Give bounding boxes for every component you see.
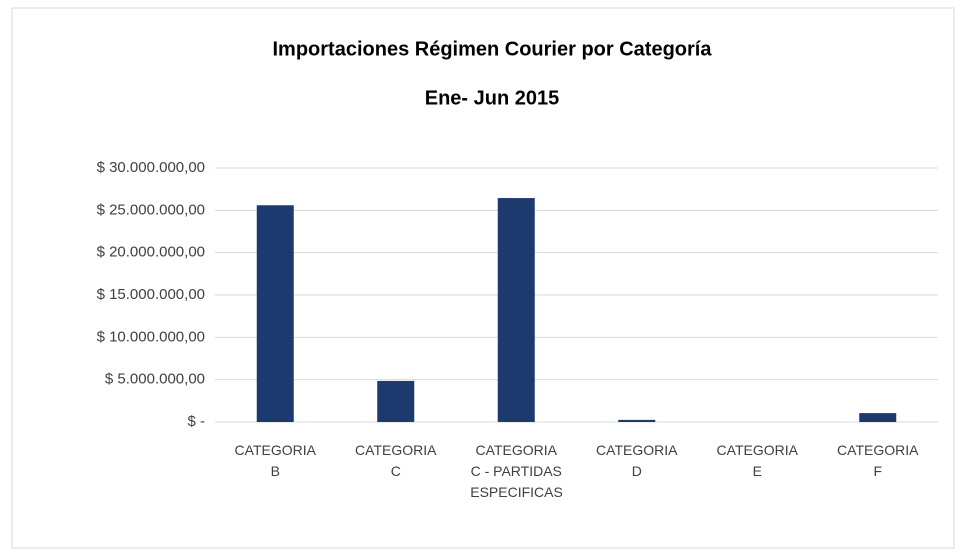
bar <box>497 198 535 422</box>
y-tick-label: $ 30.000.000,00 <box>97 159 205 176</box>
chart-frame <box>11 7 955 549</box>
x-tick-label: CATEGORIA F <box>837 442 919 479</box>
x-tick-label: CATEGORIA D <box>596 442 678 479</box>
bar <box>618 419 656 422</box>
y-tick-label: $ 10.000.000,00 <box>97 328 205 345</box>
y-tick-label: $ 20.000.000,00 <box>97 244 205 261</box>
y-tick-label: $ - <box>187 413 205 430</box>
x-tick-label: CATEGORIA E <box>716 442 798 479</box>
chart-subtitle: Ene- Jun 2015 <box>425 87 560 109</box>
y-tick-label: $ 25.000.000,00 <box>97 201 205 218</box>
x-tick-label: CATEGORIA C <box>355 442 437 479</box>
y-tick-label: $ 5.000.000,00 <box>105 371 205 388</box>
chart-title: Importaciones Régimen Courier por Catego… <box>273 38 713 60</box>
y-tick-label: $ 15.000.000,00 <box>97 286 205 303</box>
bar <box>859 413 897 422</box>
x-tick-label: CATEGORIA B <box>234 442 316 479</box>
bar <box>256 205 294 422</box>
x-tick-label: CATEGORIA C - PARTIDAS ESPECIFICAS <box>470 442 563 500</box>
bar <box>377 380 415 422</box>
